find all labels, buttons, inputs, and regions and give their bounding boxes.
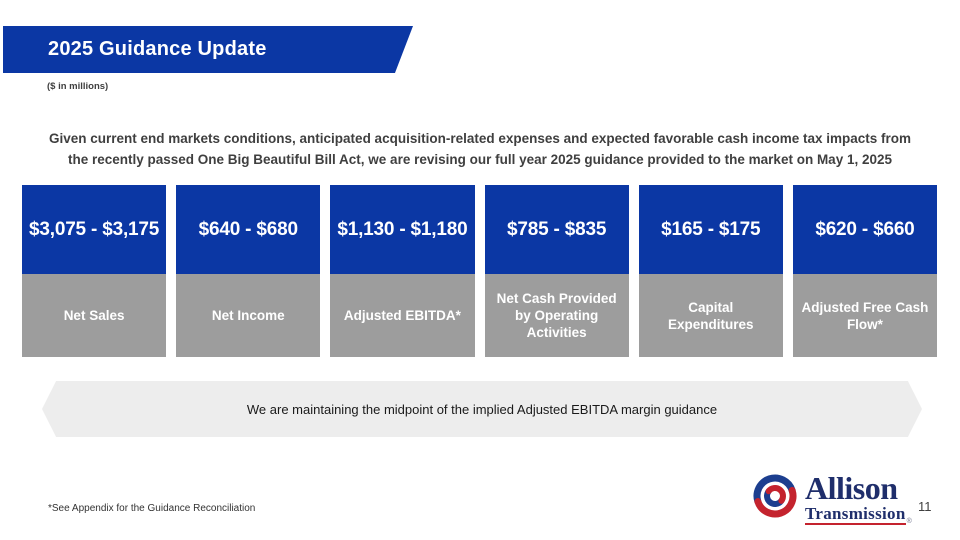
metric-label: Capital Expenditures (638, 274, 783, 357)
logo-wordmark: Allison Transmission ® (805, 472, 912, 525)
metric-value: $640 - $680 (176, 185, 321, 274)
ebitda-margin-banner: We are maintaining the midpoint of the i… (42, 381, 922, 437)
guidance-metrics: $3,075 - $3,175 Net Sales $640 - $680 Ne… (22, 185, 938, 357)
metric-card-capital-expenditures: $165 - $175 Capital Expenditures (638, 185, 783, 357)
allison-transmission-logo: Allison Transmission ® (750, 471, 912, 526)
metric-card-net-cash-operating: $785 - $835 Net Cash Provided by Operati… (484, 185, 629, 357)
page-number: 11 (918, 499, 932, 514)
logo-brand-text: Allison (805, 470, 898, 506)
title-banner: 2025 Guidance Update (3, 26, 413, 73)
allison-roundel-icon (750, 471, 800, 526)
page-title: 2025 Guidance Update (48, 38, 267, 60)
metric-label: Net Income (176, 274, 321, 357)
metric-card-net-income: $640 - $680 Net Income (176, 185, 321, 357)
units-note: ($ in millions) (47, 81, 109, 92)
intro-paragraph: Given current end markets conditions, an… (20, 128, 940, 170)
metric-value: $3,075 - $3,175 (22, 185, 167, 274)
metric-card-net-sales: $3,075 - $3,175 Net Sales (22, 185, 167, 357)
metric-value: $785 - $835 (484, 185, 629, 274)
metric-value: $1,130 - $1,180 (330, 185, 475, 274)
metric-label: Adjusted Free Cash Flow* (792, 274, 938, 357)
metric-label: Adjusted EBITDA* (330, 274, 475, 357)
metric-label: Net Cash Provided by Operating Activitie… (484, 274, 629, 357)
metric-card-adjusted-free-cash-flow: $620 - $660 Adjusted Free Cash Flow* (792, 185, 938, 357)
logo-sub-text: Transmission (805, 504, 906, 525)
metric-label: Net Sales (22, 274, 167, 357)
intro-line-2: the recently passed One Big Beautiful Bi… (67, 152, 892, 167)
metric-card-adjusted-ebitda: $1,130 - $1,180 Adjusted EBITDA* (330, 185, 475, 357)
registered-mark: ® (906, 518, 912, 525)
intro-line-1: Given current end markets conditions, an… (48, 131, 912, 146)
footnote: *See Appendix for the Guidance Reconcili… (48, 503, 256, 514)
banner-text: We are maintaining the midpoint of the i… (246, 401, 718, 417)
metric-value: $165 - $175 (638, 185, 783, 274)
metric-value: $620 - $660 (792, 185, 938, 274)
